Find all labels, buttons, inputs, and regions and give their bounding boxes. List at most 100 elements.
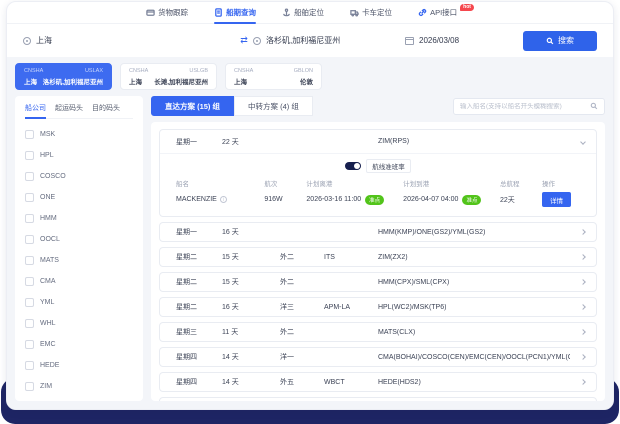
punctuality-toggle[interactable] [345,161,362,170]
route-origin-code: CNSHA [234,68,254,74]
calendar-icon [405,36,414,45]
schedule-row[interactable]: 星期一 16 天 HMM(KMP)/ONE(GS2)/YML(GS2) [159,222,597,242]
carrier-checkbox[interactable] [25,235,34,244]
transit-days: 16 天 [222,229,239,236]
transit-days: 15 天 [222,254,239,261]
carrier-checkbox[interactable] [25,256,34,265]
weekday: 星期一 [176,138,197,146]
route-services: HMM(CPX)/SML(CPX) [378,278,450,286]
transit-days: 14 天 [222,354,239,361]
vessel-search-box[interactable] [453,97,605,115]
carrier-checkbox[interactable] [25,151,34,160]
eta-status-badge: 准点 [462,194,482,205]
carrier-checkbox[interactable] [25,193,34,202]
table-row: MACKENZIE i 916W 2026-03-16 11:00 准点 [176,190,580,209]
search-icon [546,37,554,44]
schedule-row[interactable]: 星期四 17 天 洋四 TRAPAC-LA YML(PS6) [159,397,597,401]
col-action: 操作 [542,180,555,188]
chevron-expand-icon[interactable] [580,229,586,235]
chevron-expand-icon[interactable] [580,379,586,385]
transit-days: 14 天 [222,379,239,386]
carrier-item-hpl[interactable]: HPL [25,145,133,166]
route-origin-name: 上海 [234,79,247,86]
main-panel: 直达方案 (15) 组 中转方案 (4) 组 星期一 22 天 [151,96,605,401]
carrier-item-one[interactable]: ONE [25,187,133,208]
carrier-item-oocl[interactable]: OOCL [25,229,133,250]
weekday: 星期四 [176,354,197,361]
carrier-checkbox[interactable] [25,214,34,223]
route-tab-cnsha-gblon[interactable]: CNSHA GBLON 上海 伦敦 [225,63,322,90]
carrier-label: HMM [40,215,57,222]
carrier-item-hede[interactable]: HEDE [25,355,133,376]
schedule-row[interactable]: 星期四 14 天 外五 WBCT HEDE(HDS2) [159,372,597,392]
date-field[interactable]: 2026/03/08 [405,36,523,45]
vessel-search-input[interactable] [460,102,586,110]
carrier-label: ONE [40,194,56,201]
schedule-row[interactable]: 星期四 14 天 洋一 CMA(BOHAI)/COSCO(CEN)/EMC(CE… [159,347,597,367]
carrier-item-mats[interactable]: MATS [25,250,133,271]
scheme-tab-row: 直达方案 (15) 组 中转方案 (4) 组 [151,96,605,116]
carrier-item-hmm[interactable]: HMM [25,208,133,229]
origin-field[interactable]: 上海 [23,35,235,46]
carrier-checkbox[interactable] [25,361,34,370]
carrier-item-zim[interactable]: ZIM [25,376,133,397]
transit-days: 15 天 [222,279,239,286]
tab-dest-terminal[interactable]: 目的码头 [92,105,120,112]
package-icon [146,9,155,16]
nav-label: API接口 [430,8,458,17]
carrier-item-whl[interactable]: WHL [25,313,133,334]
chevron-expand-icon[interactable] [580,329,586,335]
col-eta: 计划到港 [403,180,430,188]
carrier-list: MSK HPL COSCO ONE HMM OOCL MATS CMA YML … [25,124,133,397]
carrier-checkbox[interactable] [25,130,34,139]
weekday: 星期二 [176,279,197,286]
carrier-checkbox[interactable] [25,277,34,286]
weekday: 星期三 [176,329,197,336]
tab-carrier[interactable]: 船公司 [25,105,46,119]
route-tab-cnsha-uslgb[interactable]: CNSHA USLGB 上海 长滩,加利福尼亚州 [120,63,217,90]
tab-origin-terminal[interactable]: 起运码头 [55,105,83,112]
chevron-expand-icon[interactable] [580,304,586,310]
nav-label: 船舶定位 [294,8,325,17]
transit-days: 22 天 [222,138,239,146]
nav-item-cargo-tracking[interactable]: 货物跟踪 [146,2,188,24]
tab-transit-schemes[interactable]: 中转方案 (4) 组 [234,96,313,116]
schedule-row[interactable]: 星期二 15 天 外二 ITS ZIM(ZX2) [159,247,597,267]
tab-direct-schemes[interactable]: 直达方案 (15) 组 [151,96,235,116]
chevron-expand-icon[interactable] [580,254,586,260]
carrier-item-yml[interactable]: YML [25,292,133,313]
route-dest-name: 伦敦 [300,79,313,86]
detail-button[interactable]: 详情 [542,192,571,207]
carrier-checkbox[interactable] [25,382,34,391]
schedule-row[interactable]: 星期一 22 天 ZIM(RPS) [160,130,596,154]
filter-tabs: 船公司 起运码头 目的码头 [25,103,133,119]
chevron-expand-icon[interactable] [580,279,586,285]
schedule-row[interactable]: 星期二 16 天 洋三 APM-LA HPL(WC2)/MSK(TP6) [159,297,597,317]
carrier-checkbox[interactable] [25,319,34,328]
carrier-item-cma[interactable]: CMA [25,271,133,292]
route-services: CMA(BOHAI)/COSCO(CEN)/EMC(CEN)/OOCL(PCN1… [378,353,570,361]
search-button[interactable]: 搜索 [523,30,597,51]
route-tab-cnsha-uslax[interactable]: CNSHA USLAX 上海 洛杉矶,加利福尼亚州 [15,63,112,90]
schedule-row[interactable]: 星期二 15 天 外二 HMM(CPX)/SML(CPX) [159,272,597,292]
carrier-label: CMA [40,278,56,285]
carrier-checkbox[interactable] [25,298,34,307]
chevron-collapse-icon[interactable] [580,138,586,145]
carrier-item-emc[interactable]: EMC [25,334,133,355]
schedule-row[interactable]: 星期三 11 天 外二 MATS(CLX) [159,322,597,342]
schedule-group-expanded: 星期一 22 天 ZIM(RPS) 航线准班率 [159,129,597,217]
info-icon[interactable]: i [219,196,227,203]
nav-item-truck-positioning[interactable]: 卡车定位 [350,2,392,24]
carrier-checkbox[interactable] [25,340,34,349]
destination-field[interactable]: 洛杉矶,加利福尼亚州 [253,35,405,46]
carrier-item-msk[interactable]: MSK [25,124,133,145]
swap-ports-icon[interactable]: ⇄ [240,35,248,45]
carrier-checkbox[interactable] [25,172,34,181]
nav-item-schedule-query[interactable]: 船期查询 [214,2,257,24]
vessel-name: MACKENZIE [176,196,217,203]
nav-item-api[interactable]: API接口 hot [418,2,474,24]
carrier-item-cosco[interactable]: COSCO [25,166,133,187]
carrier-label: ZIM [40,383,53,390]
chevron-expand-icon[interactable] [580,354,586,360]
nav-item-vessel-positioning[interactable]: 船舶定位 [282,2,324,24]
